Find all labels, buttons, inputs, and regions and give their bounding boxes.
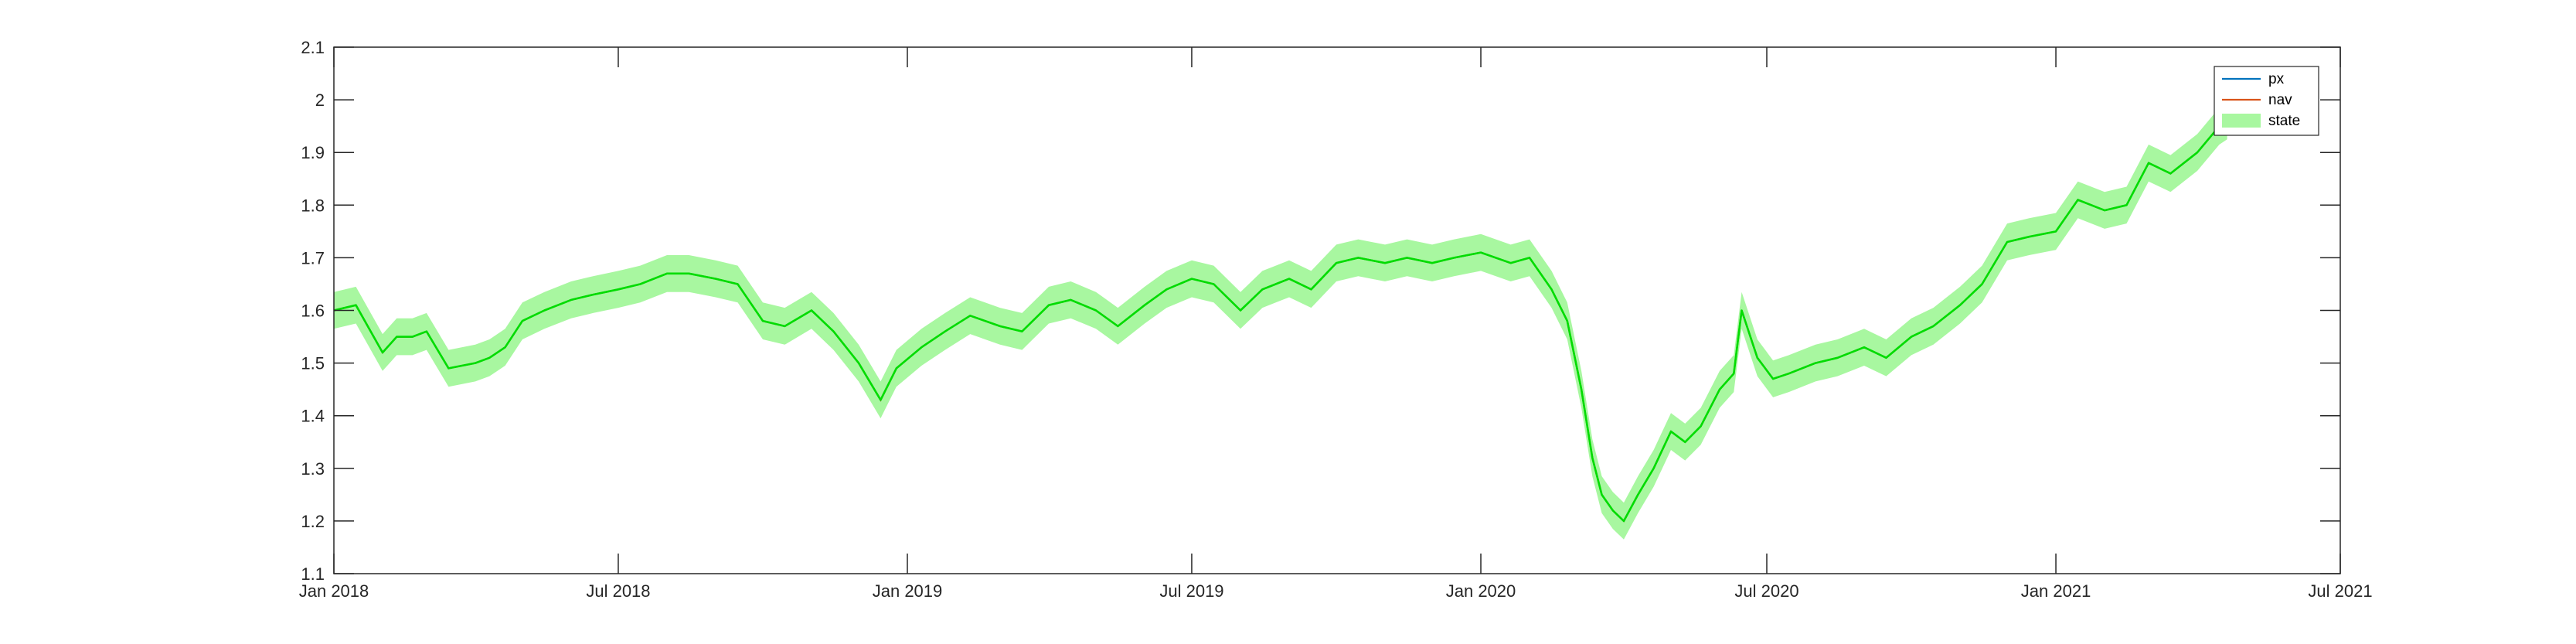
y-tick-label: 2: [315, 90, 325, 110]
x-tick-label: Jan 2020: [1446, 581, 1516, 601]
y-tick-label: 2.1: [301, 38, 325, 57]
x-tick-label: Jul 2018: [586, 581, 650, 601]
y-tick-label: 1.6: [301, 302, 325, 321]
x-tick-label: Jan 2018: [299, 581, 369, 601]
y-tick-label: 1.1: [301, 564, 325, 584]
legend-label-state: state: [2268, 113, 2300, 129]
x-tick-label: Jul 2021: [2308, 581, 2372, 601]
y-tick-label: 1.7: [301, 248, 325, 267]
series-line-state: [333, 120, 2228, 523]
y-tick-label: 1.3: [301, 459, 325, 479]
series-line-layer: [333, 120, 2228, 523]
x-tick-label: Jan 2019: [873, 581, 943, 601]
y-tick-label: 1.9: [301, 143, 325, 162]
legend-label-px: px: [2268, 71, 2285, 87]
legend: px nav state: [2214, 66, 2319, 136]
legend-label-nav: nav: [2268, 92, 2292, 108]
y-tick-label: 1.8: [301, 196, 325, 215]
x-tick-label: Jul 2019: [1159, 581, 1223, 601]
y-tick-label: 1.4: [301, 407, 325, 426]
axes: Jan 2018 Jul 2018 Jan 2019 Jul 2019 Jan 2020…: [299, 38, 2373, 601]
y-tick-label: 1.2: [301, 512, 325, 531]
x-tick-label: Jan 2021: [2021, 581, 2091, 601]
x-tick-label: Jul 2020: [1734, 581, 1798, 601]
y-tick-label: 1.5: [301, 354, 325, 373]
legend-swatch-state: [2222, 114, 2261, 128]
